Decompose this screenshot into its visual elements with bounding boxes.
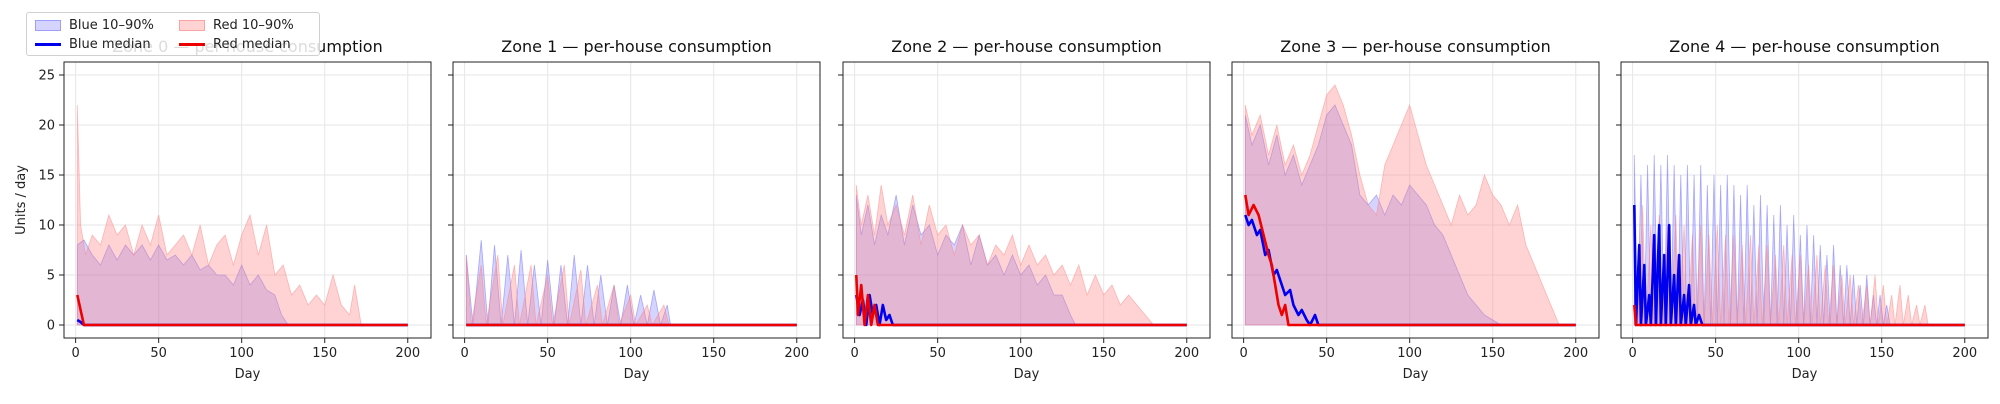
x-tick-label: 150	[701, 346, 726, 361]
x-tick-label: 0	[1628, 346, 1636, 361]
y-tick-label: 10	[38, 219, 55, 234]
x-tick-label: 200	[784, 346, 809, 361]
x-tick-label: 200	[1563, 346, 1588, 361]
legend-label-red-band: Red 10–90%	[213, 17, 294, 33]
legend-swatch-red-median	[179, 42, 205, 46]
legend-entry-red-median: Red median	[179, 35, 291, 53]
x-axis-label: Day	[1792, 367, 1818, 382]
x-tick-label: 100	[1397, 346, 1422, 361]
plot-frame	[842, 61, 1211, 339]
x-tick-label: 200	[395, 346, 420, 361]
legend: Blue 10–90% Blue median Red 10–90% Red m…	[26, 12, 320, 56]
legend-label-red-median: Red median	[213, 36, 291, 52]
legend-entry-blue-band: Blue 10–90%	[35, 16, 154, 34]
x-axis-label: Day	[1403, 367, 1429, 382]
x-tick-label: 200	[1952, 346, 1977, 361]
x-tick-label: 0	[850, 346, 858, 361]
legend-swatch-red-band	[179, 19, 205, 31]
series-red-median-line	[854, 274, 1187, 327]
series-red-band-area	[855, 184, 1155, 326]
y-tick-label: 20	[38, 119, 55, 134]
series-blue-band-area	[1244, 104, 1503, 326]
x-axis-label: Day	[235, 367, 261, 382]
x-tick-label: 100	[229, 346, 254, 361]
panel-title: Zone 4 — per-house consumption	[1669, 37, 1939, 56]
series-blue-band-area	[76, 239, 289, 326]
x-tick-label: 150	[1480, 346, 1505, 361]
y-tick-label: 25	[38, 69, 55, 84]
series-red-median-line	[76, 294, 408, 327]
x-tick-label: 50	[150, 346, 167, 361]
legend-swatch-blue-median	[35, 42, 61, 46]
x-tick-label: 0	[1239, 346, 1247, 361]
plot-frame	[452, 61, 821, 339]
series-red-band-area	[465, 254, 670, 327]
legend-label-blue-median: Blue median	[69, 36, 151, 52]
x-tick-label: 50	[1707, 346, 1724, 361]
x-tick-label: 100	[618, 346, 643, 361]
x-tick-label: 50	[929, 346, 946, 361]
x-axis-label: Day	[624, 367, 650, 382]
x-tick-label: 50	[1318, 346, 1335, 361]
legend-entry-blue-median: Blue median	[35, 35, 151, 53]
legend-label-blue-band: Blue 10–90%	[69, 17, 154, 33]
panel-title: Zone 1 — per-house consumption	[501, 37, 771, 56]
series-red-band-area	[76, 104, 362, 326]
x-tick-label: 0	[460, 346, 468, 361]
x-axis-label: Day	[1014, 367, 1040, 382]
series-red-median-line	[1632, 304, 1965, 327]
plot-frame	[1620, 61, 1989, 339]
x-tick-label: 100	[1786, 346, 1811, 361]
y-tick-label: 15	[38, 169, 55, 184]
series-red-median-line	[1244, 194, 1576, 327]
x-tick-label: 50	[539, 346, 556, 361]
x-tick-label: 100	[1008, 346, 1033, 361]
y-axis-label: Units / day	[14, 165, 29, 235]
x-tick-label: 200	[1174, 346, 1199, 361]
panel-title: Zone 2 — per-house consumption	[891, 37, 1161, 56]
series-blue-median-line	[1632, 204, 1965, 327]
plot-frame	[63, 61, 432, 339]
plot-frame	[1231, 61, 1600, 339]
legend-swatch-blue-band	[35, 19, 61, 31]
y-tick-label: 0	[47, 319, 55, 334]
y-tick-label: 5	[47, 269, 55, 284]
series-red-band-area	[1244, 84, 1560, 326]
legend-entry-red-band: Red 10–90%	[179, 16, 294, 34]
x-tick-label: 150	[1091, 346, 1116, 361]
x-tick-label: 150	[312, 346, 337, 361]
x-tick-label: 0	[71, 346, 79, 361]
panel-title: Zone 3 — per-house consumption	[1280, 37, 1550, 56]
x-tick-label: 150	[1869, 346, 1894, 361]
